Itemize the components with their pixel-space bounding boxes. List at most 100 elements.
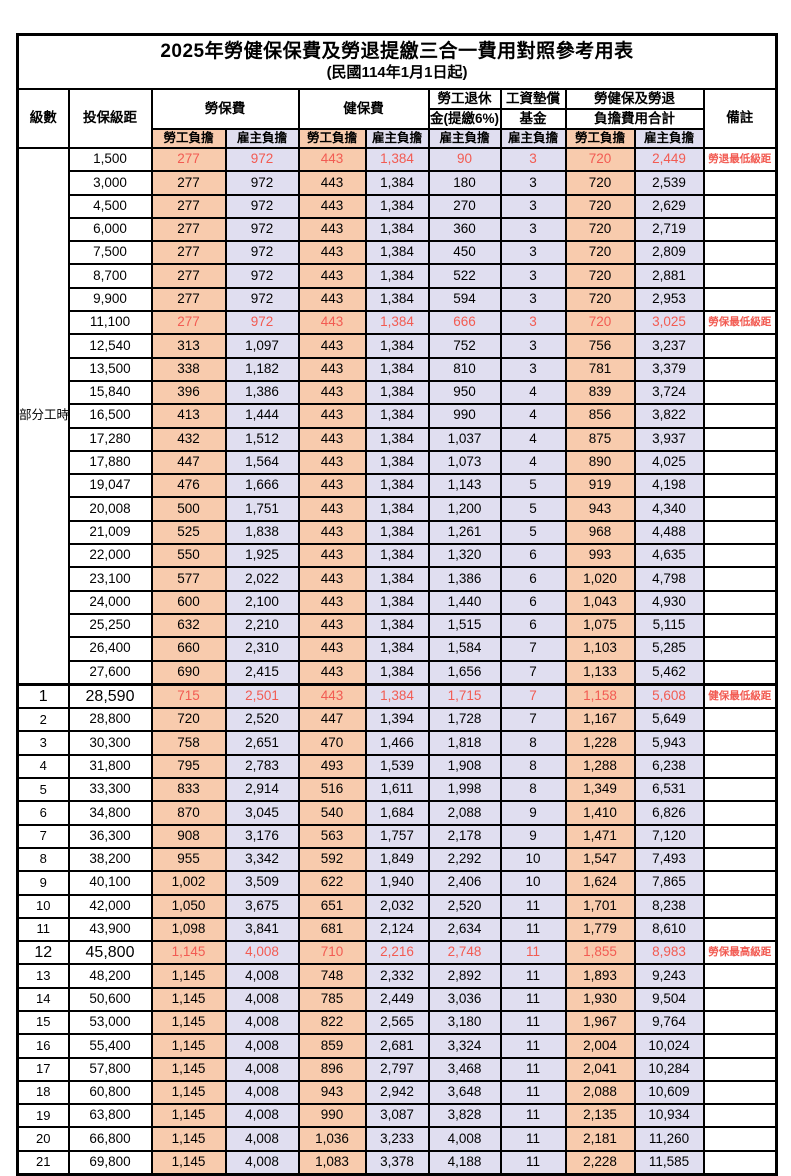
value-cell: 2,178 <box>427 823 502 849</box>
value-cell: 1,384 <box>364 589 430 615</box>
table-row: 22,000 550 1,925 443 1,384 1,320 6 993 4,635 <box>18 543 778 569</box>
value-cell: 5 <box>499 473 567 499</box>
level-cell: 9 <box>16 870 70 896</box>
value-cell: 4,008 <box>224 1103 300 1129</box>
value-cell: 3 <box>499 310 567 336</box>
value-cell: 11 <box>499 916 567 943</box>
value-cell: 1,083 <box>297 1149 367 1176</box>
value-cell: 756 <box>564 333 636 359</box>
value-cell: 6 <box>499 566 567 592</box>
value-cell: 7 <box>499 659 567 686</box>
value-cell: 752 <box>427 333 502 359</box>
value-cell: 9,764 <box>633 1009 705 1036</box>
table-row: 3 30,300 758 2,651 470 1,466 1,818 8 1,228 5,943 <box>16 730 778 756</box>
value-cell: 5,649 <box>633 707 705 733</box>
note-cell: 勞保最低級距 <box>702 310 778 336</box>
table-row: 12,540 313 1,097 443 1,384 752 3 756 3,237 <box>18 333 778 359</box>
value-cell: 7 <box>499 636 567 662</box>
value-cell: 681 <box>297 916 367 943</box>
value-cell: 1,384 <box>364 310 430 336</box>
value-cell: 577 <box>150 566 227 592</box>
value-cell: 443 <box>297 379 367 406</box>
value-cell: 396 <box>150 379 227 406</box>
value-cell: 2,629 <box>633 193 705 219</box>
value-cell: 5 <box>499 519 567 546</box>
value-cell: 2,681 <box>364 1033 430 1059</box>
value-cell: 622 <box>297 870 367 896</box>
value-cell: 360 <box>427 216 502 243</box>
value-cell: 11 <box>499 1126 567 1152</box>
value-cell: 1,145 <box>150 1079 227 1106</box>
value-cell: 870 <box>150 800 227 826</box>
value-cell: 1,701 <box>564 893 636 919</box>
value-cell: 1,384 <box>364 263 430 289</box>
value-cell: 8 <box>499 777 567 803</box>
bracket-cell: 23,100 <box>67 566 153 592</box>
value-cell: 90 <box>427 146 502 173</box>
value-cell: 720 <box>564 170 636 196</box>
table-row: 20,008 500 1,751 443 1,384 1,200 5 943 4,340 <box>18 496 778 522</box>
bracket-cell: 66,800 <box>67 1126 153 1152</box>
value-cell: 1,410 <box>564 800 636 826</box>
bracket-cell: 27,600 <box>67 659 153 686</box>
bracket-cell: 17,280 <box>67 426 153 452</box>
note-cell <box>702 170 778 196</box>
value-cell: 9,504 <box>633 986 705 1012</box>
value-cell: 1,200 <box>427 496 502 522</box>
bracket-cell: 25,250 <box>67 612 153 639</box>
level-cell: 10 <box>16 893 70 919</box>
value-cell: 1,998 <box>427 777 502 803</box>
value-cell: 3 <box>499 216 567 243</box>
value-cell: 1,075 <box>564 612 636 639</box>
col-header-pension-top: 勞工退休 <box>427 88 502 110</box>
value-cell: 1,384 <box>364 146 430 173</box>
value-cell: 4 <box>499 403 567 429</box>
note-cell: 健保最低級距 <box>702 682 778 710</box>
value-cell: 10,284 <box>633 1056 705 1082</box>
value-cell: 443 <box>297 449 367 476</box>
col-header-wage-fund-top: 工資墊償 <box>499 88 567 110</box>
value-cell: 2,124 <box>364 916 430 943</box>
table-row: 15,840 396 1,386 443 1,384 950 4 839 3,724 <box>18 379 778 406</box>
value-cell: 277 <box>150 193 227 219</box>
value-cell: 443 <box>297 543 367 569</box>
value-cell: 908 <box>150 823 227 849</box>
value-cell: 1,666 <box>224 473 300 499</box>
value-cell: 10 <box>499 846 567 873</box>
value-cell: 11 <box>499 1056 567 1082</box>
value-cell: 2,100 <box>224 589 300 615</box>
value-cell: 8,983 <box>633 940 705 966</box>
value-cell: 1,384 <box>364 566 430 592</box>
bracket-cell: 4,500 <box>67 193 153 219</box>
value-cell: 1,145 <box>150 986 227 1012</box>
value-cell: 2,135 <box>564 1103 636 1129</box>
value-cell: 550 <box>150 543 227 569</box>
note-cell <box>702 1126 778 1152</box>
value-cell: 1,751 <box>224 496 300 522</box>
value-cell: 3,509 <box>224 870 300 896</box>
note-cell <box>702 636 778 662</box>
note-cell <box>702 496 778 522</box>
value-cell: 7 <box>499 707 567 733</box>
value-cell: 1,855 <box>564 940 636 966</box>
value-cell: 1,466 <box>364 730 430 756</box>
value-cell: 2,088 <box>564 1079 636 1106</box>
table-row: 17 57,800 1,145 4,008 896 2,797 3,468 11 2,041 10… <box>16 1056 778 1082</box>
value-cell: 1,261 <box>427 519 502 546</box>
table-row: 19 63,800 1,145 4,008 990 3,087 3,828 11 2,135 10… <box>16 1103 778 1129</box>
level-cell: 6 <box>16 800 70 826</box>
value-cell: 1,097 <box>224 333 300 359</box>
bracket-cell: 1,500 <box>67 146 153 173</box>
subheader-total-employee: 勞工負擔 <box>564 128 636 149</box>
value-cell: 4,635 <box>633 543 705 569</box>
value-cell: 443 <box>297 333 367 359</box>
value-cell: 600 <box>150 589 227 615</box>
value-cell: 277 <box>150 216 227 243</box>
col-header-labor-fee: 勞保費 <box>150 88 300 130</box>
value-cell: 1,386 <box>427 566 502 592</box>
col-header-pension-bottom: 金(提繳6%) <box>427 108 502 130</box>
value-cell: 4,008 <box>224 1009 300 1036</box>
value-cell: 277 <box>150 170 227 196</box>
table-row: 9 40,100 1,002 3,509 622 1,940 2,406 10 1,624 7,8… <box>16 870 778 896</box>
bracket-cell: 60,800 <box>67 1079 153 1106</box>
